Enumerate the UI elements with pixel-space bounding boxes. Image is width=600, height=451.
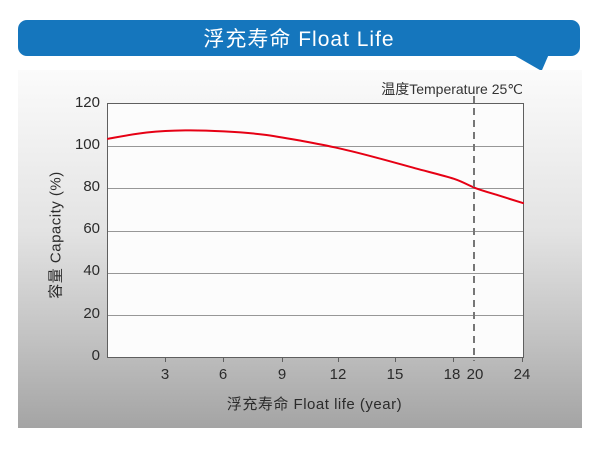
grid-line-80	[108, 188, 523, 190]
capacity-curve	[107, 129, 524, 205]
x-tick-label-15: 15	[386, 366, 404, 383]
y-tick-label-80: 80	[83, 178, 100, 195]
y-axis-title: 容量 Capacity (%)	[47, 171, 65, 299]
x-tick-mark-18	[453, 357, 454, 362]
grid-line-20	[108, 314, 523, 316]
x-tick-mark-15	[395, 357, 396, 362]
y-tick-label-0: 0	[91, 347, 100, 364]
x-tick-label-18: 18	[443, 366, 461, 383]
plot-area	[107, 103, 524, 358]
reference-dashed-line-20yr	[473, 96, 475, 361]
y-tick-label-20: 20	[83, 305, 100, 322]
x-tick-mark-9	[282, 357, 283, 362]
capacity-curve-path	[107, 129, 524, 205]
x-tick-label-24: 24	[513, 366, 531, 383]
banner-tail-pointer	[512, 54, 549, 71]
grid-line-60	[108, 230, 523, 232]
temperature-annotation: 温度Temperature 25℃	[381, 81, 523, 97]
x-tick-label-3: 3	[160, 366, 170, 383]
y-tick-label-40: 40	[83, 262, 100, 279]
banner-title: 浮充寿命 Float Life	[203, 28, 395, 51]
grid-line-40	[108, 272, 523, 274]
x-tick-mark-6	[223, 357, 224, 362]
x-tick-label-9: 9	[277, 366, 287, 383]
y-tick-label-60: 60	[83, 220, 100, 237]
x-tick-mark-3	[165, 357, 166, 362]
y-tick-label-100: 100	[74, 136, 100, 153]
y-tick-label-120: 120	[74, 94, 100, 111]
x-axis-title: 浮充寿命 Float life (year)	[226, 396, 403, 413]
grid-line-100	[108, 146, 523, 148]
x-tick-label-20: 20	[466, 366, 484, 383]
x-tick-mark-12	[338, 357, 339, 362]
float-life-banner: 浮充寿命 Float Life	[18, 20, 580, 56]
x-tick-label-6: 6	[218, 366, 228, 383]
x-tick-label-12: 12	[329, 366, 347, 383]
x-tick-mark-24	[522, 357, 523, 362]
